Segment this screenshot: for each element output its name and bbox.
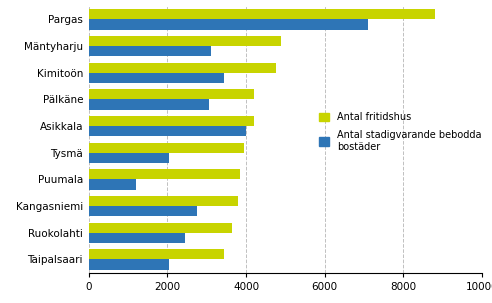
Bar	[89, 249, 224, 259]
Bar	[89, 196, 238, 206]
Bar	[89, 259, 169, 269]
Bar	[89, 63, 276, 73]
Bar	[89, 46, 211, 56]
Bar	[89, 116, 254, 126]
Bar	[89, 9, 435, 19]
Bar	[89, 206, 197, 216]
Bar	[89, 143, 244, 153]
Bar	[89, 73, 224, 83]
Bar	[89, 99, 209, 109]
Bar	[89, 223, 232, 233]
Bar	[89, 19, 368, 29]
Bar	[89, 36, 281, 46]
Legend: Antal fritidshus, Antal stadigvarande bebodda
bostäder: Antal fritidshus, Antal stadigvarande be…	[319, 112, 481, 152]
Bar	[89, 126, 246, 136]
Bar	[89, 233, 185, 243]
Bar	[89, 179, 136, 189]
Bar	[89, 169, 240, 179]
Bar	[89, 89, 254, 99]
Bar	[89, 153, 169, 163]
